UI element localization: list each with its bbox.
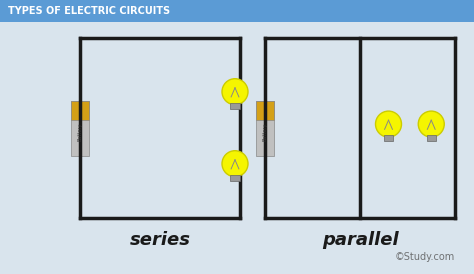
Text: series: series [129,231,191,249]
FancyBboxPatch shape [0,0,474,22]
Circle shape [222,79,248,105]
Text: Battery: Battery [263,123,267,141]
Text: Battery: Battery [78,123,82,141]
Circle shape [375,111,401,137]
FancyBboxPatch shape [230,175,239,181]
Circle shape [418,111,444,137]
FancyBboxPatch shape [427,135,436,141]
Text: TYPES OF ELECTRIC CIRCUITS: TYPES OF ELECTRIC CIRCUITS [8,6,170,16]
FancyBboxPatch shape [71,101,89,120]
FancyBboxPatch shape [384,135,393,141]
Text: ©Study.com: ©Study.com [395,252,455,262]
FancyBboxPatch shape [256,101,274,156]
Text: parallel: parallel [322,231,398,249]
Circle shape [222,151,248,177]
FancyBboxPatch shape [71,101,89,156]
FancyBboxPatch shape [230,103,239,109]
FancyBboxPatch shape [256,101,274,120]
